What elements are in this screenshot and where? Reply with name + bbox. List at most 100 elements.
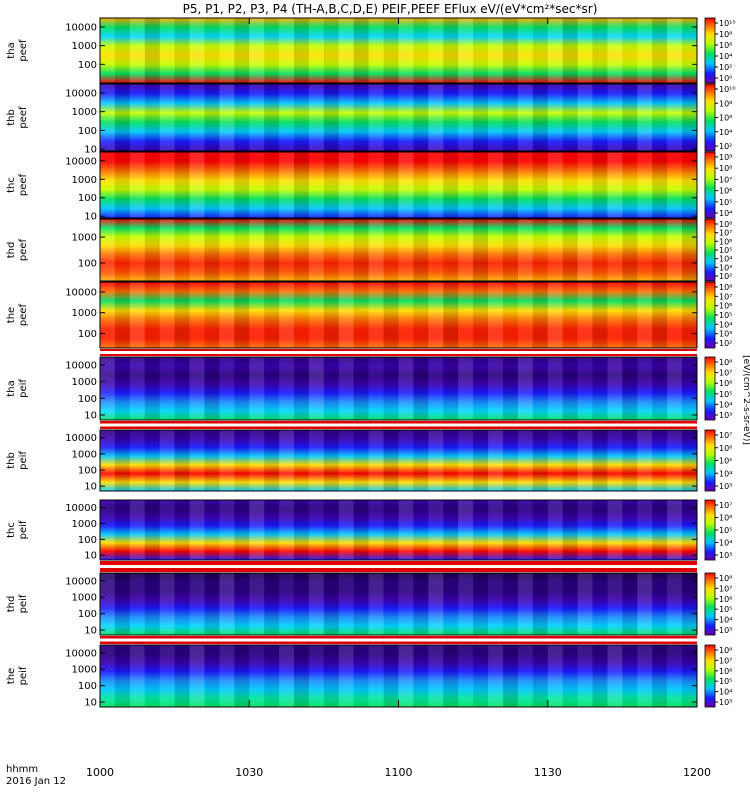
- time-bin: [174, 430, 190, 491]
- time-bin: [428, 219, 444, 281]
- colorbar-tick-label: 10⁶: [719, 667, 732, 676]
- colorbar-tick-label: 10⁵: [719, 311, 732, 320]
- time-bin: [547, 573, 563, 635]
- time-bin: [234, 573, 250, 635]
- colorbar-tick-label: 10⁶: [719, 237, 732, 246]
- time-bin: [338, 573, 354, 635]
- time-bin: [428, 430, 444, 491]
- time-bin: [473, 430, 488, 491]
- time-bin: [264, 282, 280, 348]
- time-bin: [174, 18, 190, 83]
- time-bin: [323, 282, 339, 348]
- time-bin: [473, 282, 488, 348]
- time-bin: [517, 645, 533, 707]
- time-bin: [547, 645, 563, 707]
- colorbar-tick-label: 10³: [719, 551, 732, 560]
- colorbar-tick-label: 10⁶: [719, 379, 732, 388]
- spectrogram: [100, 18, 697, 83]
- time-bin: [682, 430, 697, 491]
- time-bin: [129, 500, 145, 560]
- gap-band-line: [100, 351, 697, 354]
- time-bin: [622, 357, 638, 420]
- time-bin: [383, 500, 399, 560]
- time-bin: [577, 152, 593, 218]
- panel-thc-peef: thc peef 10000 1000 100 10 10⁹ 10⁸ 10⁷ 10⁶ 10⁵ 10⁴: [6, 151, 732, 223]
- time-bin: [189, 357, 205, 420]
- panel-ylabel-line1: thd: [6, 242, 17, 259]
- time-bin: [443, 573, 459, 635]
- time-bin: [622, 18, 638, 83]
- time-bin: [338, 430, 354, 491]
- ytick-label: 100: [78, 394, 97, 405]
- time-bin: [249, 645, 265, 707]
- time-bin: [338, 84, 354, 151]
- time-bin: [488, 152, 503, 218]
- time-bin: [279, 18, 294, 83]
- time-bin: [338, 500, 354, 560]
- time-bin: [100, 357, 115, 420]
- time-bin: [682, 645, 697, 707]
- time-bin: [129, 573, 145, 635]
- time-bin: [114, 573, 130, 635]
- time-bin: [264, 430, 280, 491]
- time-bin: [264, 573, 280, 635]
- time-bin: [547, 282, 563, 348]
- ytick-label: 1000: [72, 107, 97, 118]
- time-bin: [637, 84, 653, 151]
- time-bin: [294, 219, 309, 281]
- time-bin: [503, 152, 518, 218]
- time-bin: [428, 282, 444, 348]
- time-bin: [562, 282, 578, 348]
- time-bin: [219, 152, 235, 218]
- time-bin: [398, 219, 414, 281]
- time-bin: [428, 357, 444, 420]
- time-bin: [398, 282, 414, 348]
- time-bin: [383, 219, 399, 281]
- time-bin: [622, 430, 638, 491]
- time-bin: [622, 645, 638, 707]
- time-bin: [622, 500, 638, 560]
- time-bin: [473, 219, 488, 281]
- time-bin: [308, 18, 324, 83]
- time-bin: [279, 500, 294, 560]
- time-bin: [398, 645, 414, 707]
- time-bin: [622, 282, 638, 348]
- time-bin: [368, 357, 384, 420]
- time-bin: [547, 357, 563, 420]
- time-bin: [562, 84, 578, 151]
- ytick-label: 1000: [72, 41, 97, 52]
- time-bin: [323, 430, 339, 491]
- time-bin: [577, 219, 593, 281]
- ytick-label: 10: [84, 410, 97, 421]
- time-bin: [503, 357, 518, 420]
- spectrogram: [100, 430, 697, 491]
- time-bin: [368, 500, 384, 560]
- ytick-label: 10000: [65, 503, 97, 514]
- spectrogram: [100, 645, 697, 707]
- colorbar-tick-label: 10¹⁰: [719, 85, 736, 94]
- time-bin: [353, 357, 369, 420]
- time-bin: [443, 282, 459, 348]
- ytick-label: 100: [78, 535, 97, 546]
- time-bin: [398, 18, 414, 83]
- time-bin: [174, 84, 190, 151]
- time-bin: [607, 645, 623, 707]
- time-bin: [532, 430, 548, 491]
- time-bin: [144, 357, 160, 420]
- time-bin: [503, 219, 518, 281]
- colorbar-tick-label: 10⁷: [719, 501, 732, 510]
- time-bin: [219, 84, 235, 151]
- time-bin: [204, 645, 220, 707]
- panel-frame: [99, 572, 698, 636]
- ytick-label: 1000: [72, 308, 97, 319]
- colorbar: [704, 218, 716, 282]
- time-bin: [562, 573, 578, 635]
- ytick-label: 10000: [65, 648, 97, 659]
- panels: tha peef10000100010010¹⁰10⁸10⁶10⁴10²10⁰th…: [6, 17, 736, 709]
- colorbar-tick-label: 10⁷: [719, 369, 732, 378]
- time-bin: [473, 152, 488, 218]
- time-bin: [234, 219, 250, 281]
- colorbar: [704, 644, 716, 708]
- time-bin: [607, 500, 623, 560]
- time-bin: [100, 645, 115, 707]
